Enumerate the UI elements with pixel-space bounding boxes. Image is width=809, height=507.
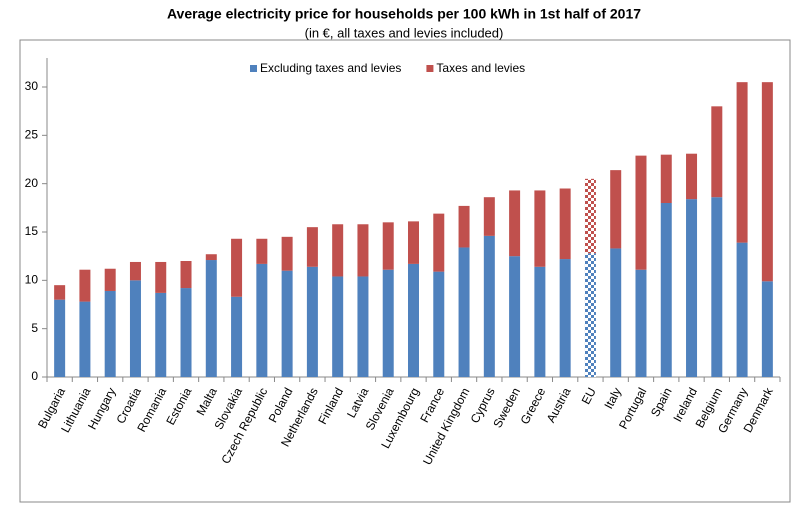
bar-segment xyxy=(281,270,293,377)
chart-subtitle: (in €, all taxes and levies included) xyxy=(305,25,504,40)
bar-segment xyxy=(433,213,445,272)
x-tick-label: Malta xyxy=(194,385,220,418)
x-tick-label: Latvia xyxy=(344,385,372,420)
y-tick-label: 25 xyxy=(25,128,39,142)
x-tick-label: EU xyxy=(579,385,599,406)
bar-segment xyxy=(584,178,596,254)
bar-segment xyxy=(761,281,773,377)
bar-segment xyxy=(559,188,571,260)
y-tick-label: 20 xyxy=(25,176,39,190)
bar-segment xyxy=(357,224,369,277)
bar-segment xyxy=(104,268,116,291)
bar-segment xyxy=(534,266,546,377)
bar-segment xyxy=(483,235,495,377)
legend-label: Excluding taxes and levies xyxy=(260,61,401,75)
bar-segment xyxy=(610,170,622,249)
bar-segment xyxy=(711,197,723,377)
chart-frame xyxy=(19,39,791,503)
y-tick-label: 10 xyxy=(25,273,39,287)
bar-segment xyxy=(534,190,546,267)
bar-segment xyxy=(129,280,141,377)
y-tick-label: 30 xyxy=(25,79,39,93)
bar-segment xyxy=(559,259,571,377)
bar-segment xyxy=(79,269,91,302)
bar-segment xyxy=(332,276,344,377)
bar-segment xyxy=(686,153,698,200)
bar-segment xyxy=(382,222,394,270)
bar-segment xyxy=(306,227,318,267)
bar-segment xyxy=(509,256,521,377)
bar-segment xyxy=(205,260,217,377)
bar-segment xyxy=(54,299,66,377)
legend-swatch xyxy=(426,65,434,72)
bar-segment xyxy=(509,190,521,257)
bar-segment xyxy=(686,199,698,377)
legend-label: Taxes and levies xyxy=(436,61,525,75)
bar-segment xyxy=(458,247,470,377)
bar-segment xyxy=(635,269,647,377)
bar-segment xyxy=(54,285,66,300)
x-tick-label: Spain xyxy=(648,385,675,419)
y-tick-label: 0 xyxy=(31,369,38,383)
bar-segment xyxy=(761,82,773,282)
bar-segment xyxy=(155,261,167,293)
bar-segment xyxy=(408,263,419,377)
bar-segment xyxy=(180,261,192,289)
x-tick-label: Austria xyxy=(544,385,574,425)
bar-segment xyxy=(104,290,116,377)
bar-segment xyxy=(660,203,672,377)
bar-segment xyxy=(306,266,318,377)
legend-swatch xyxy=(250,65,257,72)
bar-segment xyxy=(332,224,344,277)
bar-segment xyxy=(736,82,748,243)
bar-segment xyxy=(610,248,622,377)
bar-segment xyxy=(155,292,167,377)
bar-segment xyxy=(458,205,470,248)
bar-segment xyxy=(79,301,91,377)
bar-segment xyxy=(584,253,596,377)
bar-segment xyxy=(129,261,141,281)
chart-title: Average electricity price for households… xyxy=(167,6,641,22)
bar-segment xyxy=(357,276,369,377)
bar-segment xyxy=(180,288,192,377)
bar-segment xyxy=(736,242,748,377)
bar-segment xyxy=(635,155,647,270)
bar-segment xyxy=(281,236,293,271)
y-tick-label: 5 xyxy=(31,321,38,335)
x-tick-label: Italy xyxy=(601,385,624,411)
y-tick-label: 15 xyxy=(25,224,39,238)
bar-segment xyxy=(382,269,394,377)
bar-segment xyxy=(231,296,243,377)
bar-segment xyxy=(483,197,495,236)
bar-segment xyxy=(256,263,268,377)
bar-segment xyxy=(408,221,419,264)
bar-segment xyxy=(660,154,672,203)
bar-segment xyxy=(433,271,445,377)
x-tick-label: Greece xyxy=(517,385,548,427)
bar-segment xyxy=(205,254,217,261)
bar-segment xyxy=(256,238,268,264)
bar-segment xyxy=(711,106,723,198)
bar-segment xyxy=(231,238,243,297)
